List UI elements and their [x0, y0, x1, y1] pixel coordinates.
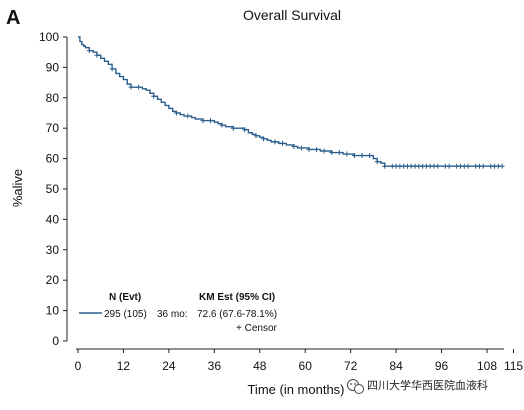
y-tick-label: 30 — [46, 243, 60, 257]
x-tick-label: 12 — [117, 359, 131, 373]
series-layer — [78, 36, 505, 169]
y-tick-label: 90 — [46, 60, 60, 74]
censor-mark — [344, 151, 350, 157]
x-axis-title: Time (in months) — [247, 382, 344, 397]
chart-title: Overall Survival — [243, 7, 341, 23]
censor-mark — [272, 139, 278, 145]
censor-mark — [291, 143, 297, 149]
legend-header-n-evt: N (Evt) — [109, 292, 141, 303]
legend-km-estimate: 72.6 (67.6-78.1%) — [197, 309, 277, 320]
censor-mark — [136, 84, 142, 90]
censor-mark — [298, 145, 304, 151]
legend-n-evt: 295 (105) — [104, 309, 147, 320]
censor-mark — [359, 153, 365, 159]
x-tick-label: 84 — [389, 359, 403, 373]
censor-mark — [280, 140, 285, 146]
censor-mark — [321, 148, 327, 154]
censor-mark — [230, 125, 236, 131]
x-tick-label: 96 — [435, 359, 449, 373]
censor-mark — [465, 163, 471, 169]
censor-mark — [382, 163, 388, 169]
censor-mark — [200, 118, 206, 124]
y-tick-label: 0 — [52, 334, 59, 348]
censor-mark — [219, 122, 225, 128]
censor-mark — [435, 163, 441, 169]
censor-mark — [374, 159, 380, 165]
censor-mark — [480, 163, 486, 169]
censor-mark — [336, 150, 342, 156]
watermark-text: 四川大学华西医院血液科 — [367, 378, 488, 392]
legend-header-km-est: KM Est (95% CI) — [199, 292, 275, 303]
censor-mark — [86, 48, 92, 54]
y-tick-label: 80 — [46, 91, 60, 105]
censor-mark — [329, 150, 335, 156]
x-tick-label: 60 — [299, 359, 313, 373]
censor-mark — [173, 110, 179, 116]
legend-timepoint: 36 mo: — [157, 309, 188, 320]
censor-mark — [314, 146, 320, 152]
censor-mark — [242, 127, 248, 133]
y-tick-label: 60 — [46, 152, 60, 166]
x-tick-label: 36 — [208, 359, 222, 373]
censor-mark — [261, 136, 267, 142]
y-tick-label: 20 — [46, 273, 60, 287]
y-tick-label: 10 — [46, 304, 60, 318]
censor-mark — [499, 163, 505, 169]
survival-curve — [78, 36, 503, 167]
legend: N (Evt) KM Est (95% CI) 295 (105) 36 mo:… — [79, 292, 278, 334]
x-tick-label: 108 — [477, 359, 497, 373]
wechat-icon — [347, 379, 364, 394]
censor-mark — [253, 133, 259, 139]
legend-censor-key: + Censor — [236, 323, 278, 334]
censor-mark — [351, 153, 357, 159]
x-tick-label: 0 — [75, 359, 82, 373]
x-tick-label: 48 — [253, 359, 267, 373]
y-tick-label: 50 — [46, 182, 60, 196]
y-tick-label: 100 — [39, 30, 59, 44]
y-tick-label: 70 — [46, 121, 60, 135]
y-axis-title: %alive — [10, 169, 25, 207]
watermark: 四川大学华西医院血液科 — [347, 378, 488, 394]
x-tick-label: 24 — [162, 359, 176, 373]
panel-label: A — [6, 7, 20, 29]
censor-mark — [94, 52, 100, 58]
censor-mark — [446, 163, 452, 169]
ticks-layer: 0 10 20 30 40 50 60 70 80 90 100 0 12 24 36 48 60 72 84 96 1… — [39, 30, 523, 373]
censor-mark — [306, 146, 312, 152]
censor-mark — [185, 113, 191, 119]
censor-mark — [128, 84, 134, 90]
x-tick-label: 72 — [344, 359, 358, 373]
censor-mark — [109, 66, 115, 72]
censor-mark — [151, 93, 157, 99]
x-tick-label: 115 — [504, 359, 523, 373]
censor-mark — [208, 118, 214, 124]
censor-mark — [367, 153, 373, 159]
y-tick-label: 40 — [46, 212, 60, 226]
